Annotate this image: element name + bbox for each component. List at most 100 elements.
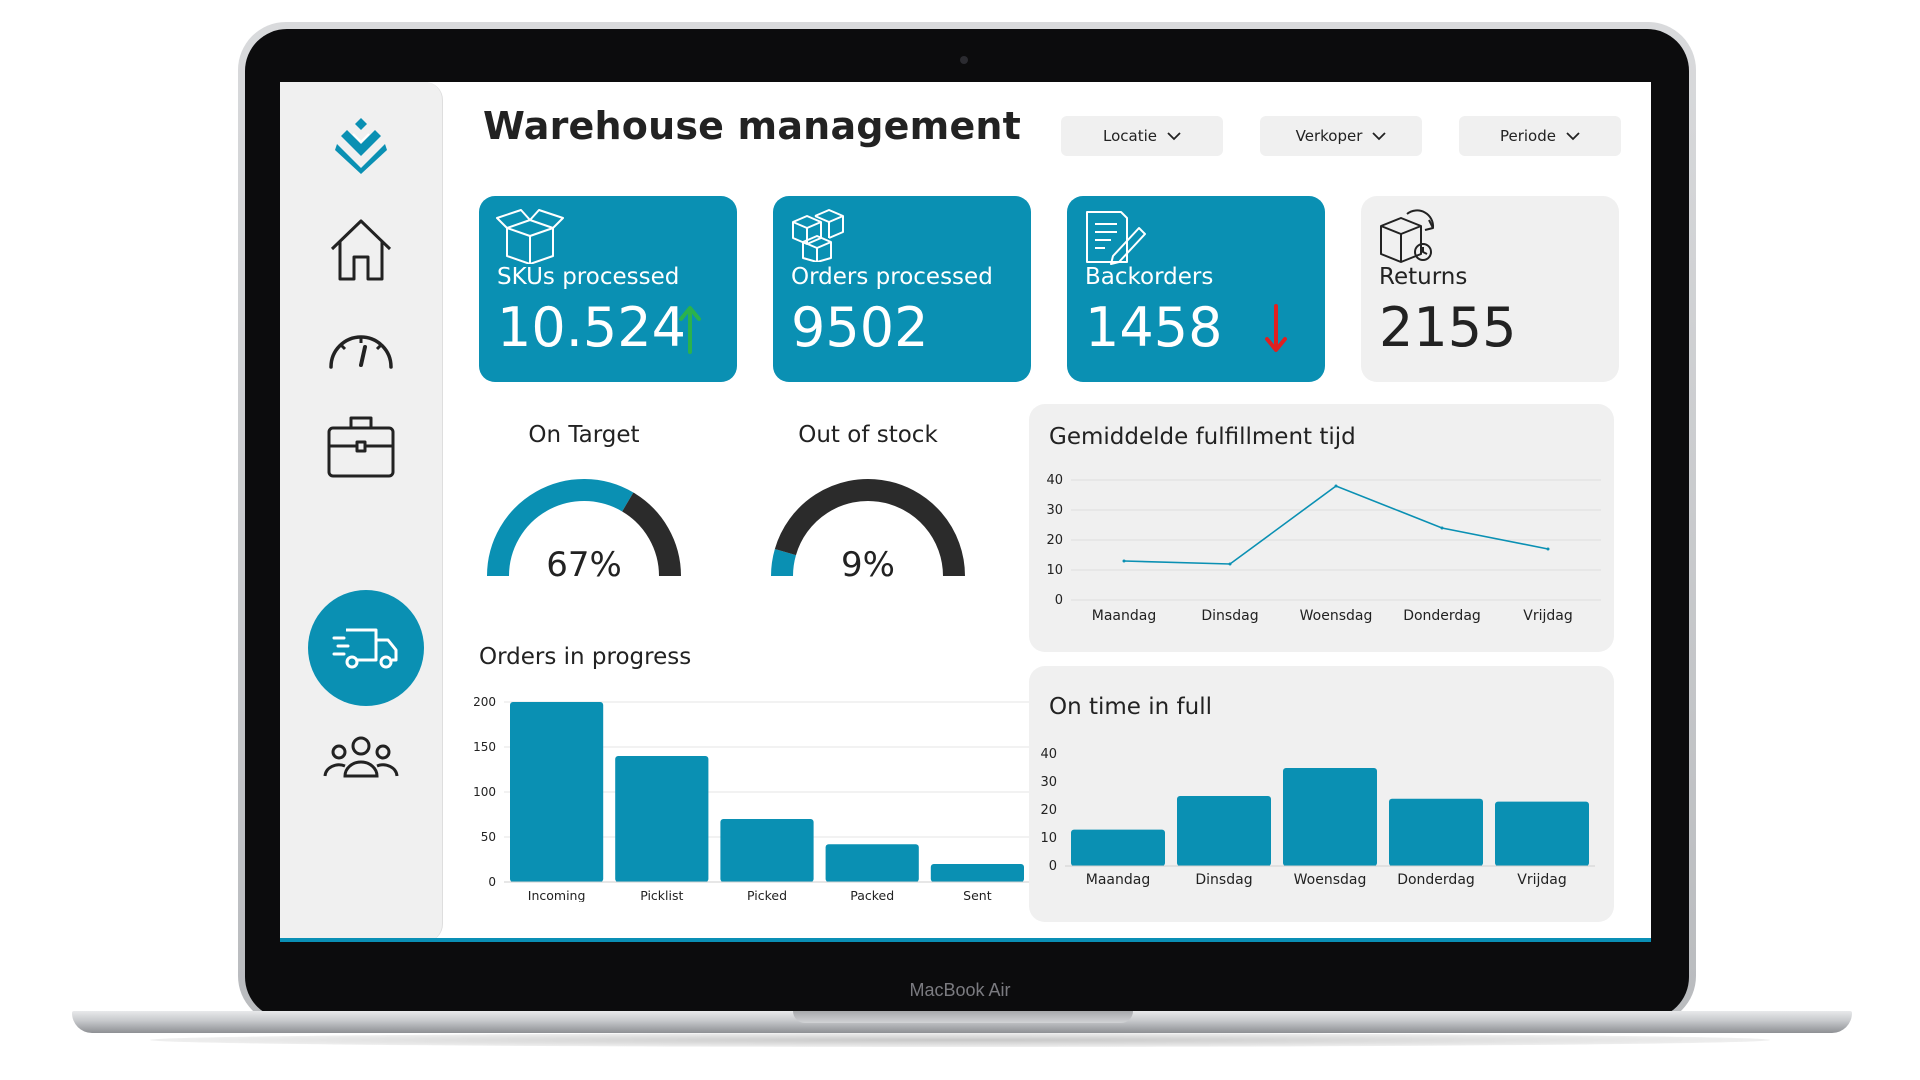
- y-tick-label: 30: [1040, 775, 1057, 790]
- kpi-value: 2155: [1379, 296, 1517, 359]
- gauge-value-label: 9%: [841, 545, 895, 585]
- chevron-down-icon: [1167, 131, 1181, 140]
- bar[interactable]: [1071, 829, 1165, 866]
- filter-locatie[interactable]: Locatie: [1061, 116, 1223, 156]
- data-point[interactable]: [1122, 559, 1126, 563]
- y-tick-label: 20: [1046, 533, 1063, 548]
- fulfillment-time-panel: Gemiddelde fulfillment tijd 0 10 20 30 40 Maa…: [1029, 404, 1614, 652]
- x-tick-label: Vrijdag: [1517, 872, 1566, 888]
- y-tick-label: 100: [473, 785, 496, 799]
- x-tick-label: Donderdag: [1397, 872, 1475, 888]
- delivery-nav-active[interactable]: [308, 590, 424, 706]
- data-point[interactable]: [1440, 526, 1444, 530]
- gauge-value-arc: [771, 548, 797, 577]
- bar[interactable]: [720, 819, 814, 882]
- kpi-card-orders[interactable]: Orders processed 9502: [773, 196, 1031, 382]
- briefcase-icon[interactable]: [325, 410, 397, 482]
- filter-label: Locatie: [1103, 127, 1157, 145]
- x-tick-label: Vrijdag: [1523, 608, 1572, 624]
- gauge-value-arc: [487, 479, 634, 577]
- y-tick-label: 40: [1040, 747, 1057, 762]
- camera-icon: [960, 56, 968, 64]
- y-tick-label: 0: [488, 875, 496, 889]
- users-icon[interactable]: [323, 732, 399, 782]
- y-tick-label: 10: [1040, 831, 1057, 846]
- bar[interactable]: [1389, 798, 1483, 866]
- bar[interactable]: [825, 844, 919, 882]
- x-tick-label: Woensdag: [1294, 872, 1367, 888]
- screen-accent-line: [280, 938, 1651, 942]
- page-title: Warehouse management: [483, 104, 1022, 148]
- gauge-title-on-target: On Target: [528, 422, 640, 448]
- series-line: [1123, 485, 1549, 565]
- bar[interactable]: [510, 702, 604, 882]
- x-tick-label: Maandag: [1092, 608, 1156, 624]
- data-point[interactable]: [1546, 547, 1550, 551]
- x-tick-label: Donderdag: [1403, 608, 1481, 624]
- gauge-value-label: 67%: [546, 545, 622, 585]
- kpi-label: Orders processed: [791, 264, 993, 290]
- chart-title-fulfillment: Gemiddelde fulfillment tijd: [1049, 424, 1356, 450]
- x-tick-label: Dinsdag: [1201, 608, 1258, 624]
- kpi-value: 10.524: [497, 296, 686, 359]
- dashboard-screen: Warehouse management Locatie Verkoper Pe…: [280, 82, 1651, 942]
- clipboard-pen-icon: [1086, 211, 1146, 265]
- trend-down-icon: [1265, 304, 1287, 352]
- y-tick-label: 10: [1046, 563, 1063, 578]
- bar[interactable]: [615, 756, 709, 882]
- kpi-label: SKUs processed: [497, 264, 680, 290]
- data-point[interactable]: [1334, 484, 1338, 488]
- x-tick-label: Incoming: [528, 888, 586, 902]
- chevron-down-icon: [1566, 131, 1580, 140]
- y-tick-label: 0: [1049, 859, 1057, 874]
- open-box-icon: [496, 209, 564, 264]
- y-tick-label: 150: [473, 740, 496, 754]
- fulfillment-time-chart: 0 10 20 30 40 Maandag Dinsdag Woensdag Donderdag…: [1046, 473, 1601, 624]
- orders-in-progress-chart: 0 50 100 150 200 Incoming Picklist Picked Packed…: [473, 695, 1030, 902]
- chart-title-otif: On time in full: [1049, 694, 1212, 720]
- x-tick-label: Maandag: [1086, 872, 1150, 888]
- filter-verkoper[interactable]: Verkoper: [1260, 116, 1422, 156]
- x-tick-label: Sent: [963, 888, 992, 902]
- kpi-value: 1458: [1085, 296, 1223, 359]
- y-tick-label: 50: [481, 830, 496, 844]
- boxes-icon: [792, 209, 844, 262]
- data-point[interactable]: [1228, 562, 1232, 566]
- chart-title-orders-in-progress: Orders in progress: [479, 644, 692, 670]
- kpi-card-skus[interactable]: SKUs processed 10.524: [479, 196, 737, 382]
- laptop-shadow: [150, 1033, 1770, 1047]
- on-time-in-full-chart: 0 10 20 30 40 Maandag Dinsdag Woensdag Donderdag…: [1040, 747, 1595, 888]
- laptop-base-notch: [793, 1011, 1133, 1023]
- x-tick-label: Packed: [850, 888, 894, 902]
- trend-up-icon: [679, 306, 701, 354]
- gauge-title-out-of-stock: Out of stock: [798, 422, 938, 448]
- kpi-card-backorders[interactable]: Backorders 1458: [1067, 196, 1325, 382]
- bar[interactable]: [1177, 796, 1271, 866]
- bar[interactable]: [1495, 801, 1589, 866]
- y-tick-label: 200: [473, 695, 496, 709]
- y-tick-label: 40: [1046, 473, 1063, 488]
- x-tick-label: Woensdag: [1300, 608, 1373, 624]
- gauge-remainder-arc: [774, 479, 965, 577]
- kpi-label: Backorders: [1085, 264, 1214, 290]
- return-box-icon: [1380, 209, 1435, 263]
- logo-icon[interactable]: [329, 112, 393, 176]
- on-time-in-full-panel: On time in full 0 10 20 30 40 Maandag Dinsdag W…: [1029, 666, 1614, 922]
- dashboard-gauge-icon[interactable]: [325, 322, 397, 374]
- y-tick-label: 30: [1046, 503, 1063, 518]
- gauge-out-of-stock: 9%: [771, 479, 965, 585]
- delivery-truck-icon: [332, 628, 398, 669]
- bar[interactable]: [930, 864, 1024, 882]
- bar[interactable]: [1283, 768, 1377, 866]
- gauge-on-target: 67%: [487, 479, 681, 585]
- filter-periode[interactable]: Periode: [1459, 116, 1621, 156]
- device-label: MacBook Air: [909, 980, 1011, 1000]
- sidebar: [280, 82, 443, 942]
- home-icon[interactable]: [325, 214, 397, 286]
- gauge-remainder-arc: [621, 492, 681, 577]
- filter-label: Periode: [1499, 127, 1556, 145]
- kpi-label: Returns: [1379, 264, 1468, 290]
- y-tick-label: 20: [1040, 803, 1057, 818]
- kpi-card-returns[interactable]: Returns 2155: [1361, 196, 1619, 382]
- kpi-value: 9502: [791, 296, 929, 359]
